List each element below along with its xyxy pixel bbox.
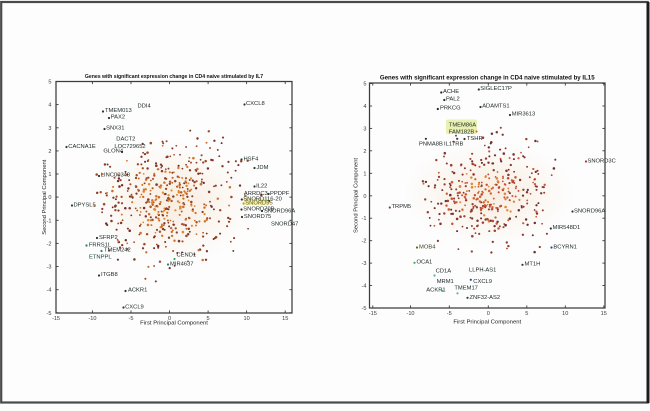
svg-text:3: 3 <box>363 126 366 132</box>
svg-text:GLON4: GLON4 <box>103 149 123 155</box>
svg-text:TSHR: TSHR <box>467 136 483 142</box>
svg-text:SNORD47: SNORD47 <box>271 221 298 227</box>
svg-text:IL22: IL22 <box>256 184 267 190</box>
svg-text:SNORD70B: SNORD70B <box>243 206 274 212</box>
svg-text:-1: -1 <box>362 216 367 222</box>
svg-text:TMEM242: TMEM242 <box>104 248 131 254</box>
svg-text:TMEM17: TMEM17 <box>454 285 478 291</box>
svg-text:10: 10 <box>243 316 249 322</box>
svg-text:-10: -10 <box>406 311 414 317</box>
svg-text:-2: -2 <box>362 239 367 245</box>
svg-text:LLPH-AS1: LLPH-AS1 <box>469 268 496 274</box>
svg-text:0: 0 <box>487 311 490 317</box>
svg-text:JDM: JDM <box>257 165 269 171</box>
svg-text:SNORD116-20: SNORD116-20 <box>243 197 282 203</box>
svg-text:15: 15 <box>601 311 607 317</box>
svg-text:SNORD96A: SNORD96A <box>264 208 295 214</box>
svg-text:BCYRN1: BCYRN1 <box>553 244 577 250</box>
svg-text:5: 5 <box>525 311 528 317</box>
svg-text:SNORD75: SNORD75 <box>244 214 271 220</box>
svg-text:-5: -5 <box>47 311 52 317</box>
svg-text:ZNF32-AS2: ZNF32-AS2 <box>470 295 501 301</box>
svg-text:OCA1: OCA1 <box>417 259 433 265</box>
svg-text:4: 4 <box>48 103 51 109</box>
svg-text:-3: -3 <box>47 265 52 271</box>
svg-text:2: 2 <box>363 149 366 155</box>
svg-text:CXCL8: CXCL8 <box>246 101 265 107</box>
svg-text:FAM182B: FAM182B <box>449 129 475 135</box>
svg-text:-15: -15 <box>369 311 377 317</box>
svg-text:SIGLEC17P: SIGLEC17P <box>480 86 512 92</box>
svg-text:-5: -5 <box>447 311 452 317</box>
svg-text:Genes with significant express: Genes with significant expression change… <box>380 75 595 82</box>
svg-text:FRRS1L: FRRS1L <box>89 242 112 248</box>
svg-text:Genes with significant express: Genes with significant expression change… <box>85 74 263 80</box>
svg-text:ETNPPL: ETNPPL <box>89 255 112 261</box>
svg-text:-5: -5 <box>362 306 367 312</box>
svg-text:PRKCG: PRKCG <box>440 106 461 112</box>
svg-text:CEND1: CEND1 <box>177 252 197 258</box>
svg-text:MT1H: MT1H <box>525 261 541 267</box>
svg-text:CXCL9: CXCL9 <box>125 304 144 310</box>
svg-text:PPDPF: PPDPF <box>270 191 290 197</box>
svg-text:0: 0 <box>48 195 51 201</box>
svg-text:First Principal Component: First Principal Component <box>140 321 208 327</box>
svg-text:DACT2: DACT2 <box>116 137 135 143</box>
svg-text:-10: -10 <box>88 316 96 322</box>
svg-text:MIR3613: MIR3613 <box>512 112 536 118</box>
svg-text:Second Principal Component: Second Principal Component <box>42 159 48 234</box>
svg-text:LINC00348: LINC00348 <box>101 173 130 179</box>
svg-text:1: 1 <box>363 171 366 177</box>
svg-text:-4: -4 <box>47 288 52 294</box>
svg-text:0: 0 <box>363 194 366 200</box>
svg-text:TMEM86A: TMEM86A <box>449 122 477 128</box>
svg-text:SNX31: SNX31 <box>106 126 124 132</box>
svg-text:PNMA8B: PNMA8B <box>419 141 443 147</box>
svg-text:15: 15 <box>282 316 288 322</box>
svg-text:MRM1: MRM1 <box>437 279 454 285</box>
svg-text:5: 5 <box>207 316 210 322</box>
svg-text:IL17RB: IL17RB <box>444 141 463 147</box>
svg-text:First Principal Component: First Principal Component <box>453 320 521 326</box>
svg-text:2: 2 <box>48 149 51 155</box>
svg-text:CACNA1E: CACNA1E <box>68 144 96 150</box>
svg-text:MIR4637: MIR4637 <box>170 262 194 268</box>
svg-text:3: 3 <box>48 126 51 132</box>
svg-text:1: 1 <box>48 172 51 178</box>
svg-text:MOB4: MOB4 <box>419 244 436 250</box>
svg-text:SNORD96A: SNORD96A <box>574 208 605 214</box>
svg-text:TRPM5: TRPM5 <box>392 204 412 210</box>
svg-text:SNORD3C: SNORD3C <box>588 158 616 164</box>
svg-text:ACKR1: ACKR1 <box>128 288 147 294</box>
svg-text:5: 5 <box>48 80 51 86</box>
svg-text:-2: -2 <box>47 241 52 247</box>
svg-text:ARRDC3: ARRDC3 <box>244 191 268 197</box>
svg-text:SFRP2: SFRP2 <box>99 235 118 241</box>
svg-text:DPYSL5: DPYSL5 <box>74 202 96 208</box>
svg-text:ACHE: ACHE <box>443 89 459 95</box>
svg-text:TMEM013: TMEM013 <box>105 108 132 114</box>
svg-text:HSF4: HSF4 <box>244 156 260 162</box>
svg-text:PAX2: PAX2 <box>111 115 125 121</box>
svg-text:5: 5 <box>363 82 366 88</box>
svg-text:PAL2: PAL2 <box>446 97 460 103</box>
svg-text:4: 4 <box>363 104 366 110</box>
svg-text:0: 0 <box>168 316 171 322</box>
svg-text:MIR548D1: MIR548D1 <box>553 225 581 231</box>
svg-text:CD1A: CD1A <box>436 268 452 274</box>
svg-text:SNORD95: SNORD95 <box>245 201 272 207</box>
svg-text:-15: -15 <box>52 316 60 322</box>
svg-text:-3: -3 <box>362 261 367 267</box>
svg-text:-4: -4 <box>362 284 367 290</box>
svg-text:ADAMTS1: ADAMTS1 <box>482 104 509 110</box>
svg-text:10: 10 <box>562 311 568 317</box>
svg-text:ACKR1: ACKR1 <box>426 288 445 294</box>
svg-text:CXCL9: CXCL9 <box>473 279 492 285</box>
svg-text:-1: -1 <box>47 218 52 224</box>
svg-text:ITGB8: ITGB8 <box>101 272 118 278</box>
svg-text:LOC729652: LOC729652 <box>114 144 145 150</box>
svg-text:DDI4: DDI4 <box>138 103 152 109</box>
svg-text:-5: -5 <box>129 316 134 322</box>
svg-text:Second Principal Component: Second Principal Component <box>354 158 360 233</box>
